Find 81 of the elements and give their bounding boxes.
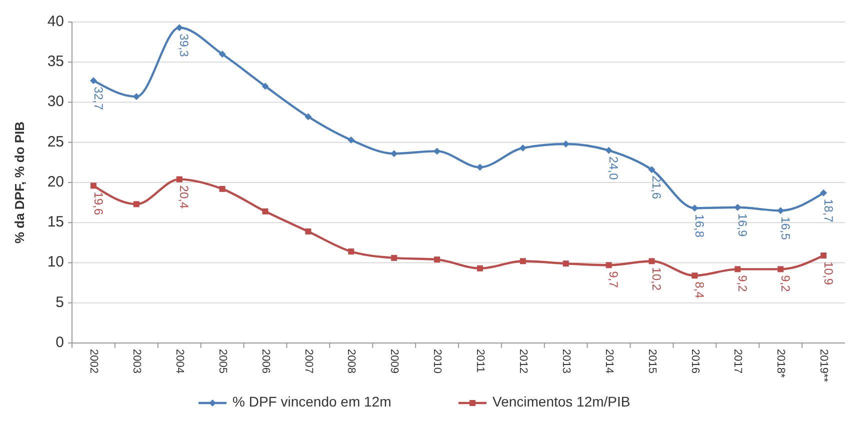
legend-label: Vencimentos 12m/PIB <box>492 394 630 410</box>
y-tick-label: 40 <box>47 12 64 30</box>
x-tick-label: 2018* <box>774 349 787 378</box>
y-tick-label: 20 <box>47 173 64 190</box>
data-label: 16,9 <box>735 213 750 238</box>
point <box>820 252 827 259</box>
data-label: 9,7 <box>606 271 621 288</box>
x-tick-label: 2015 <box>646 349 658 374</box>
x-tick-label: 2005 <box>216 349 228 374</box>
data-label: 10,9 <box>821 262 836 286</box>
data-label: 24,0 <box>606 156 621 180</box>
x-tick-label: 2008 <box>345 349 358 374</box>
legend-label: % DPF vincendo em 12m <box>232 394 392 410</box>
data-label: 9,2 <box>735 275 750 292</box>
point <box>605 146 612 154</box>
x-tick-label: 2002 <box>88 349 100 374</box>
point <box>391 254 398 261</box>
point <box>219 186 226 192</box>
point <box>777 207 784 214</box>
point <box>218 50 226 58</box>
data-label: 10,2 <box>650 267 664 291</box>
x-tick-label: 2012 <box>517 349 530 374</box>
point <box>562 260 569 267</box>
point <box>390 150 398 158</box>
y-axis-title: % da DPF, % do PIB <box>12 121 27 244</box>
point <box>90 77 97 84</box>
point <box>520 258 526 264</box>
point <box>434 148 441 155</box>
data-label: 32,7 <box>91 86 106 110</box>
data-label: 18,7 <box>821 198 836 223</box>
point <box>133 201 140 208</box>
point <box>734 204 742 211</box>
x-tick-label: 2006 <box>259 349 272 374</box>
data-label: 9,2 <box>778 275 792 292</box>
point <box>734 266 741 272</box>
point <box>820 189 828 196</box>
x-tick-label: 2007 <box>302 349 314 374</box>
point <box>305 228 312 234</box>
x-tick-label: 2019** <box>818 349 830 383</box>
x-tick-label: 2017 <box>732 349 744 374</box>
point <box>434 256 440 263</box>
x-tick-label: 2014 <box>602 349 615 374</box>
x-tick-label: 2003 <box>130 349 143 374</box>
x-tick-label: 2004 <box>173 349 186 374</box>
point <box>348 136 355 144</box>
y-tick-label: 25 <box>47 133 64 150</box>
y-tick-label: 15 <box>47 214 64 231</box>
point <box>648 166 656 174</box>
y-tick-label: 5 <box>56 294 64 311</box>
x-tick-label: 2010 <box>431 349 444 374</box>
point <box>606 262 612 268</box>
x-tick-label: 2009 <box>388 349 400 374</box>
point <box>176 24 183 32</box>
point <box>262 82 269 90</box>
x-tick-label: 2016 <box>688 349 701 374</box>
point <box>648 258 655 264</box>
data-label: 8,4 <box>692 282 707 299</box>
point <box>778 266 784 272</box>
point <box>304 113 312 120</box>
data-label: 16,8 <box>692 214 707 238</box>
y-tick-label: 30 <box>47 93 64 110</box>
data-label: 16,5 <box>778 216 792 240</box>
point <box>348 248 354 255</box>
y-tick-label: 35 <box>47 53 64 70</box>
point <box>262 208 268 214</box>
data-label: 39,3 <box>177 34 192 58</box>
x-tick-label: 2013 <box>560 349 572 374</box>
point <box>176 176 182 182</box>
point <box>562 140 570 148</box>
point <box>476 265 483 272</box>
x-tick-label: 2011 <box>474 349 486 373</box>
data-label: 20,4 <box>177 185 192 209</box>
y-tick-label: 10 <box>47 254 64 271</box>
data-label: 19,6 <box>91 192 106 216</box>
point <box>691 204 698 212</box>
point <box>692 272 698 279</box>
point <box>476 164 484 171</box>
y-tick-label: 0 <box>56 334 64 351</box>
point <box>132 93 140 100</box>
point <box>519 144 526 152</box>
point <box>90 182 96 189</box>
